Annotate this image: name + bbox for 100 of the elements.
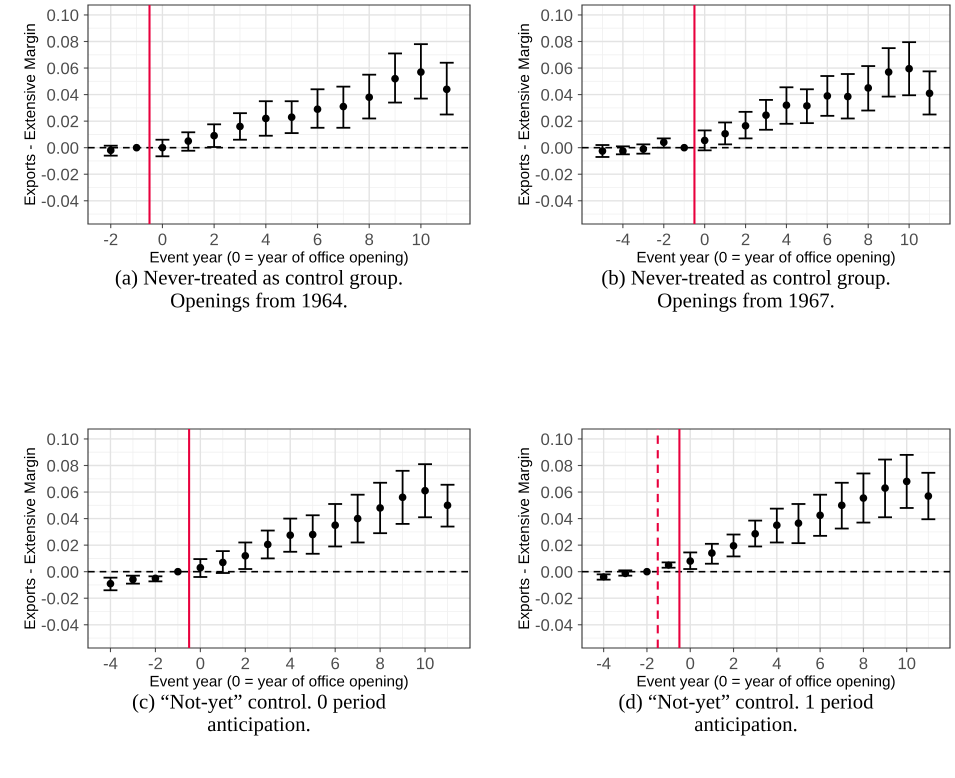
x-tick-label: 8 bbox=[365, 233, 374, 246]
x-axis-title: Event year (0 = year of office opening) bbox=[150, 251, 408, 266]
y-tick-label: 0.06 bbox=[541, 486, 572, 498]
y-tick-label: -0.04 bbox=[42, 195, 78, 207]
point bbox=[241, 552, 250, 560]
point bbox=[860, 494, 868, 502]
x-axis-title: Event year (0 = year of office opening) bbox=[638, 675, 895, 690]
x-tick-label: -2 bbox=[657, 233, 670, 246]
y-tick-label: 0.04 bbox=[47, 88, 78, 101]
y-tick-label: 0.02 bbox=[541, 116, 572, 128]
point bbox=[152, 574, 160, 582]
text: (c) “Not-yet” control. 0 period anticipation. bbox=[132, 694, 386, 736]
point bbox=[700, 136, 708, 144]
y-tick-label: -0.02 bbox=[536, 592, 572, 604]
point bbox=[660, 138, 668, 146]
text: (a) Never-treated as control group. Openings from 1964. bbox=[116, 270, 402, 312]
y-axis-title: Exports - Extensive Margin bbox=[24, 24, 38, 205]
point bbox=[421, 486, 429, 495]
x-tick-label: 6 bbox=[816, 657, 824, 670]
x-tick-label: -4 bbox=[104, 658, 118, 670]
point bbox=[824, 92, 832, 100]
y-tick-label: -0.02 bbox=[42, 592, 78, 604]
point bbox=[184, 137, 192, 145]
x-tick-label: 4 bbox=[286, 658, 294, 670]
y-tick-label: 0.02 bbox=[47, 540, 78, 552]
x-tick-label: 6 bbox=[824, 233, 832, 246]
point bbox=[236, 122, 244, 130]
point bbox=[444, 502, 452, 510]
y-tick-label: -0.04 bbox=[536, 619, 572, 631]
x-tick-label: 6 bbox=[314, 233, 322, 246]
y-tick-label: 0.08 bbox=[541, 460, 572, 472]
y-tick-label: 0.08 bbox=[541, 36, 572, 48]
x-tick-label: 10 bbox=[417, 657, 434, 670]
text: (b) Never-treated as control group. Openings from 1967. bbox=[602, 270, 890, 312]
y-axis-title: Exports - Extensive Margin bbox=[518, 448, 532, 629]
point bbox=[417, 68, 425, 76]
y-axis-title: Exports - Extensive Margin bbox=[24, 448, 38, 629]
point bbox=[721, 130, 729, 138]
point bbox=[680, 144, 688, 152]
x-tick-label: -2 bbox=[640, 657, 654, 670]
point bbox=[762, 111, 770, 119]
point bbox=[884, 68, 892, 76]
point bbox=[782, 101, 790, 110]
point bbox=[210, 132, 218, 140]
y-tick-label: 0.10 bbox=[47, 433, 78, 446]
x-tick-label: 2 bbox=[742, 233, 750, 246]
point bbox=[686, 557, 694, 565]
x-axis-title: Event year (0 = year of office opening) bbox=[638, 251, 895, 266]
point bbox=[640, 145, 648, 153]
point bbox=[376, 504, 384, 512]
point bbox=[354, 514, 362, 522]
x-tick-label: 2 bbox=[730, 657, 738, 670]
x-tick-label: 0 bbox=[686, 657, 694, 670]
point bbox=[288, 113, 296, 121]
y-tick-label: 0.04 bbox=[541, 512, 572, 525]
point bbox=[773, 521, 781, 530]
y-tick-label: 0.00 bbox=[47, 566, 78, 578]
x-tick-label: -2 bbox=[104, 233, 118, 246]
y-tick-label: -0.04 bbox=[42, 619, 78, 631]
x-tick-label: 10 bbox=[901, 233, 918, 246]
y-tick-label: 0.04 bbox=[47, 512, 78, 525]
point bbox=[129, 576, 137, 584]
x-tick-label: -4 bbox=[616, 234, 630, 246]
point bbox=[331, 521, 339, 530]
x-tick-label: 0 bbox=[700, 233, 709, 246]
y-tick-label: 0.04 bbox=[541, 88, 572, 101]
y-tick-label: 0.02 bbox=[47, 116, 78, 128]
y-tick-label: 0.00 bbox=[541, 142, 572, 154]
point bbox=[158, 144, 166, 152]
y-tick-label: 0.10 bbox=[47, 9, 78, 22]
point bbox=[881, 484, 889, 492]
x-tick-label: 2 bbox=[210, 233, 218, 246]
point bbox=[314, 105, 322, 113]
y-tick-label: -0.04 bbox=[536, 195, 572, 207]
point bbox=[132, 144, 140, 152]
point bbox=[286, 531, 294, 539]
point bbox=[803, 102, 811, 110]
point bbox=[924, 492, 932, 500]
point bbox=[174, 568, 182, 576]
y-tick-label: 0.00 bbox=[541, 566, 572, 578]
point bbox=[838, 502, 846, 510]
point bbox=[598, 147, 606, 155]
x-tick-label: 8 bbox=[860, 657, 868, 670]
point bbox=[902, 478, 911, 486]
point bbox=[365, 93, 374, 102]
x-tick-label: -2 bbox=[148, 657, 162, 670]
point bbox=[264, 540, 272, 548]
x-tick-label: 4 bbox=[262, 234, 270, 246]
x-tick-label: 0 bbox=[196, 657, 204, 670]
point bbox=[219, 558, 227, 566]
point bbox=[794, 519, 802, 528]
x-axis-title: Event year (0 = year of office opening) bbox=[150, 675, 408, 690]
point bbox=[106, 580, 114, 588]
point bbox=[196, 564, 204, 572]
y-tick-label: 0.08 bbox=[47, 36, 78, 48]
point bbox=[926, 89, 934, 98]
point bbox=[730, 542, 738, 550]
point bbox=[600, 573, 608, 581]
y-tick-label: -0.02 bbox=[536, 168, 572, 180]
point bbox=[742, 122, 750, 130]
